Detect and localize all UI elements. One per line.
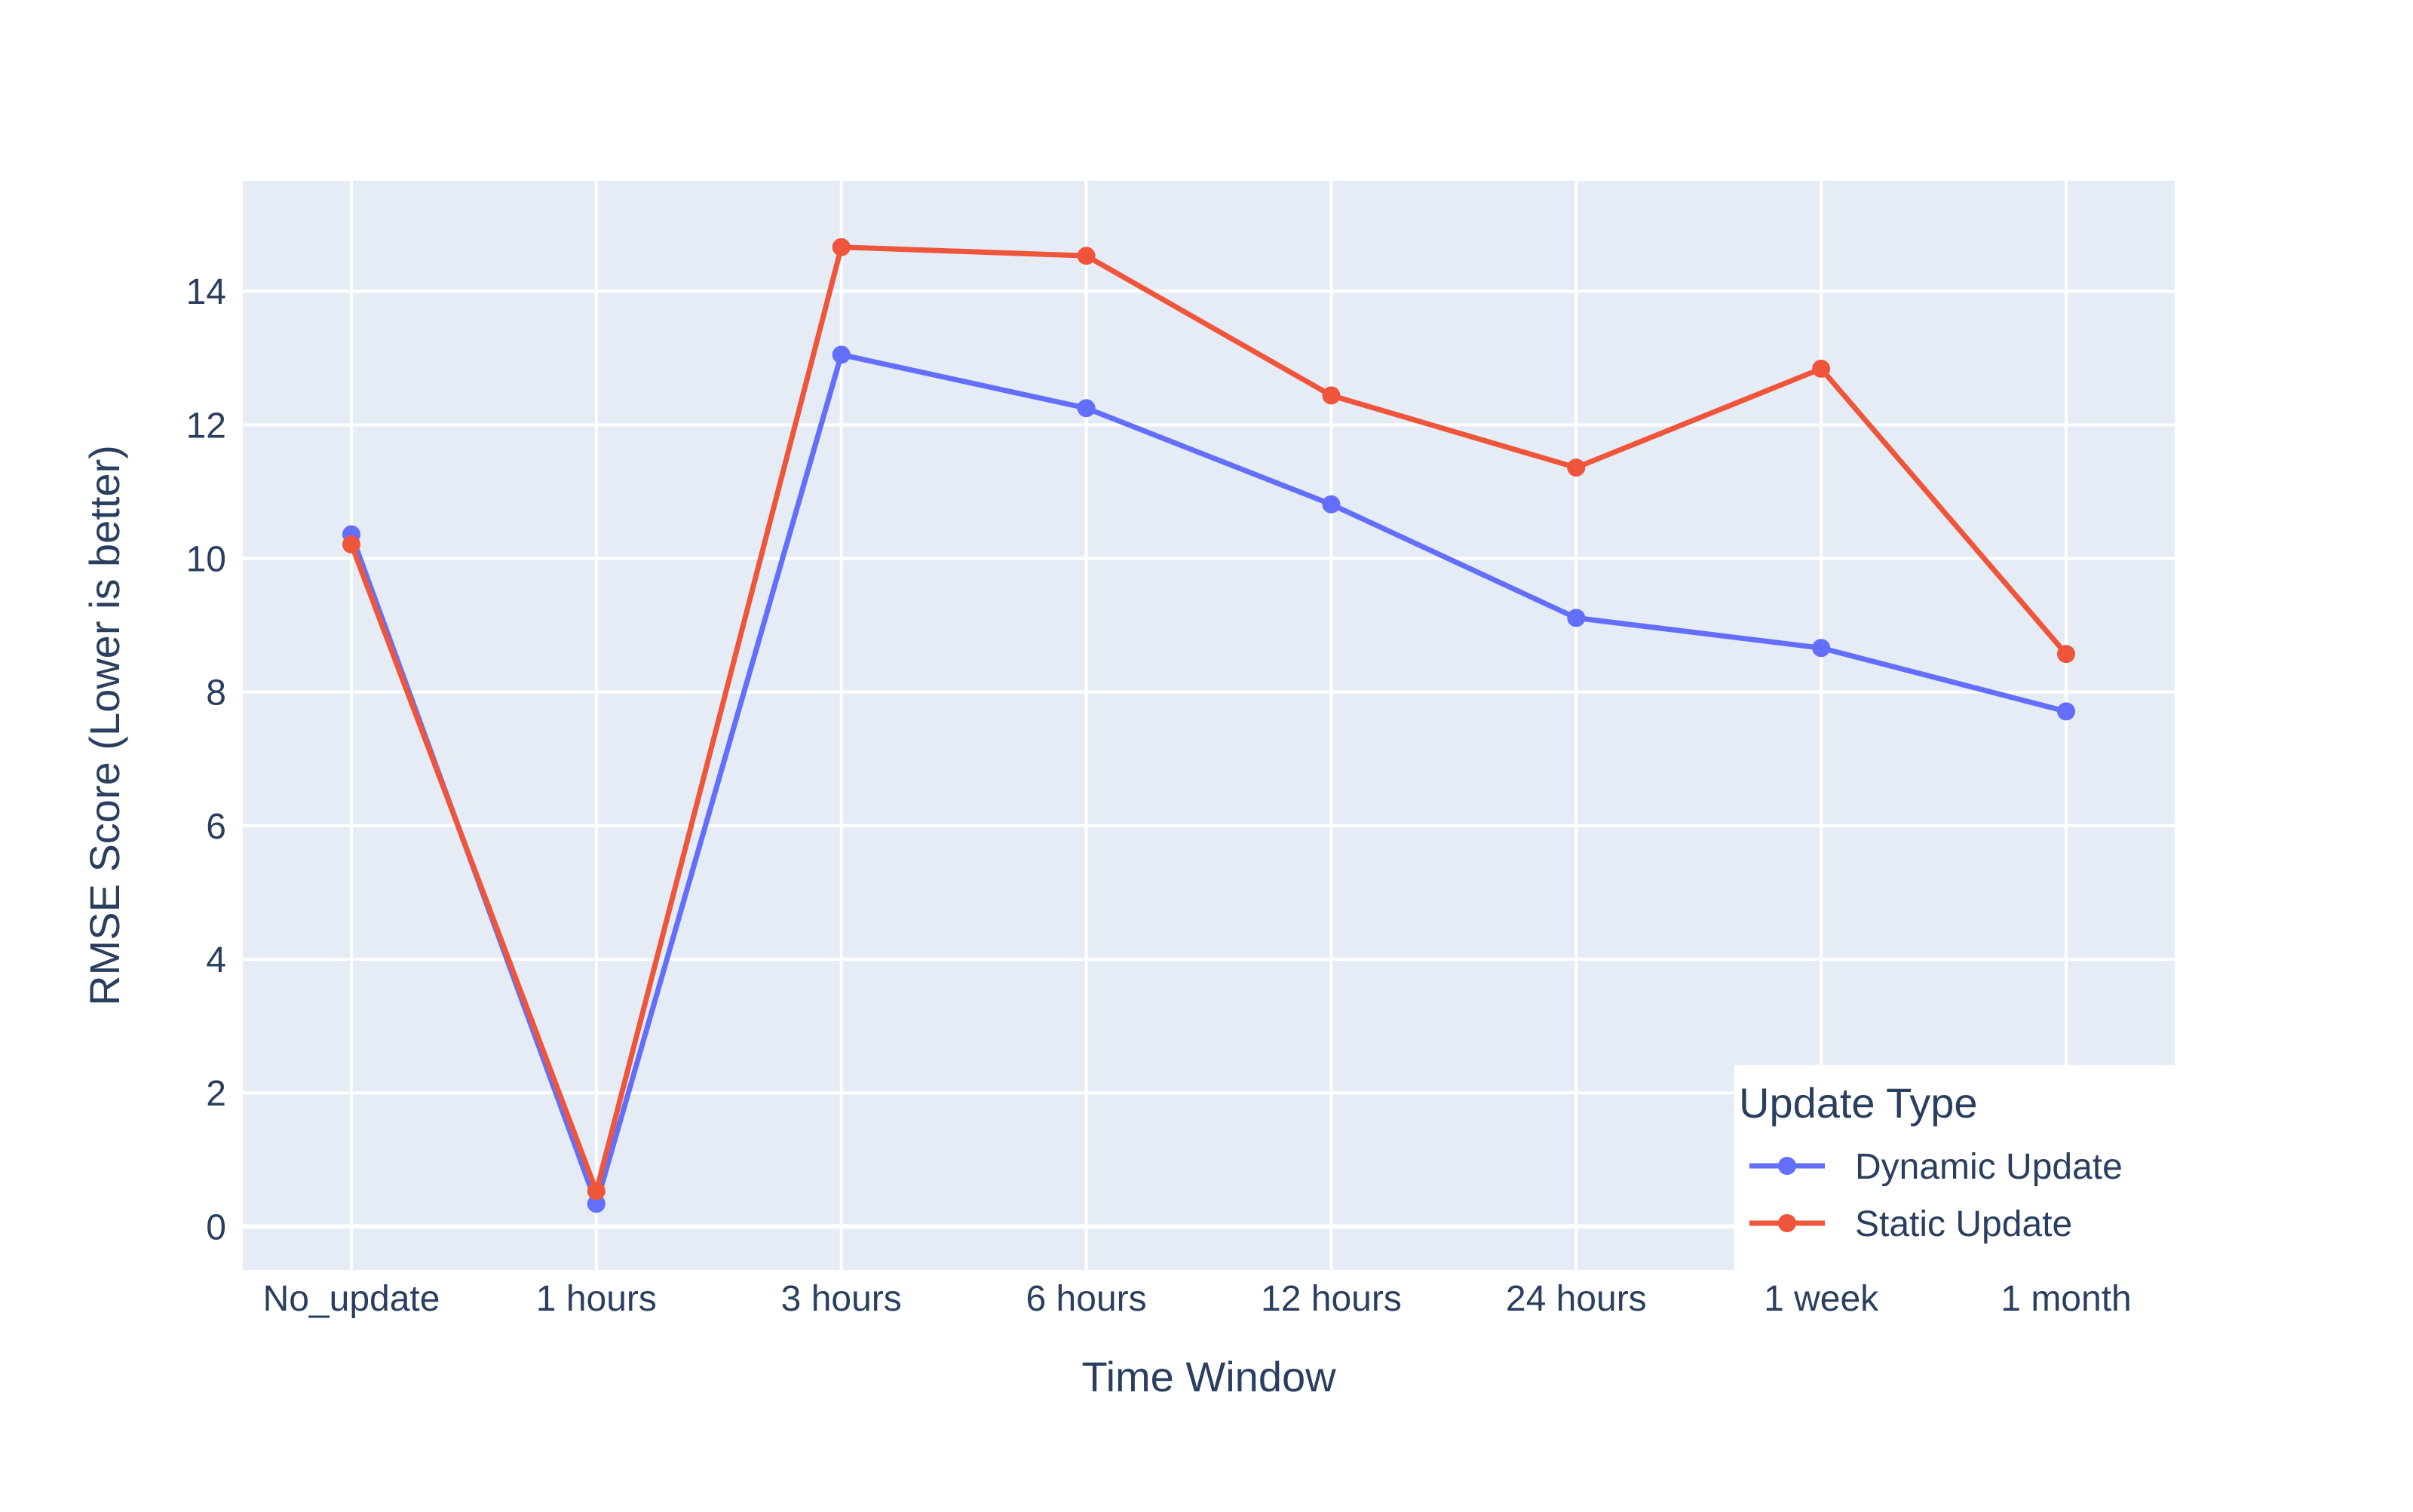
x-tick-label: 1 hours (536, 1279, 657, 1319)
series-line (348, 244, 2068, 1194)
y-tick-label: 10 (186, 540, 226, 580)
data-point[interactable] (2057, 645, 2075, 664)
x-tick-label: 1 week (1764, 1279, 1879, 1319)
y-tick-label: 2 (206, 1074, 226, 1114)
data-point[interactable] (1077, 399, 1096, 418)
data-point[interactable] (1567, 609, 1586, 627)
legend-swatch-marker (1778, 1157, 1796, 1175)
legend[interactable]: Update Type Dynamic Update Static Update (1734, 1065, 2175, 1270)
y-tick-label: 4 (206, 940, 226, 980)
data-point[interactable] (587, 1182, 606, 1201)
x-tick-labels: No_update 1 hours 3 hours 6 hours 12 hours 24… (263, 1279, 2132, 1319)
legend-items[interactable]: Dynamic Update Static Update (1749, 1147, 2123, 1244)
data-point[interactable] (1322, 495, 1341, 514)
legend-title: Update Type (1739, 1079, 1978, 1127)
data-point[interactable] (1812, 639, 1831, 658)
data-point[interactable] (1322, 386, 1341, 405)
x-tick-label: 3 hours (781, 1279, 902, 1319)
x-tick-label: 12 hours (1261, 1279, 1402, 1319)
data-point[interactable] (2057, 702, 2075, 721)
x-axis-title: Time Window (1081, 1353, 1336, 1400)
y-tick-label: 0 (206, 1207, 226, 1247)
legend-label: Static Update (1855, 1204, 2072, 1244)
series-dynamic-update (342, 345, 2075, 1213)
x-tick-label: No_update (263, 1279, 440, 1319)
legend-item[interactable]: Dynamic Update (1749, 1147, 2123, 1187)
series-line (348, 351, 2067, 1207)
series-layer (342, 238, 2075, 1213)
data-point[interactable] (832, 238, 851, 256)
y-tick-labels: 0 2 4 6 8 10 12 14 (186, 272, 226, 1247)
legend-item[interactable]: Static Update (1749, 1204, 2072, 1244)
x-tick-label: 6 hours (1026, 1279, 1147, 1319)
y-tick-label: 14 (186, 272, 226, 312)
legend-label: Dynamic Update (1855, 1147, 2123, 1187)
data-point[interactable] (832, 345, 851, 364)
series-static-update (342, 238, 2075, 1201)
y-axis-title: RMSE Score (Lower is better) (81, 445, 128, 1006)
x-tick-label: 24 hours (1506, 1279, 1647, 1319)
data-point[interactable] (1812, 359, 1831, 378)
x-tick-label: 1 month (2001, 1279, 2131, 1319)
data-point[interactable] (342, 535, 360, 554)
data-point[interactable] (1077, 247, 1096, 265)
legend-swatch-marker (1778, 1214, 1796, 1232)
y-tick-label: 6 (206, 807, 226, 847)
data-point[interactable] (587, 1195, 606, 1213)
y-tick-label: 8 (206, 673, 226, 713)
data-point[interactable] (1567, 459, 1586, 477)
y-tick-label: 12 (186, 406, 226, 446)
